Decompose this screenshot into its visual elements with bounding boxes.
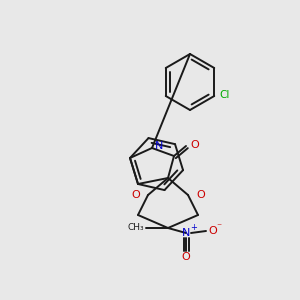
Text: N: N	[155, 141, 164, 151]
Text: O: O	[208, 226, 217, 236]
Text: +: +	[190, 224, 197, 232]
Text: ⁻: ⁻	[216, 222, 221, 232]
Text: CH₃: CH₃	[128, 224, 144, 232]
Text: Cl: Cl	[219, 90, 230, 100]
Text: O: O	[190, 140, 199, 150]
Text: O: O	[131, 190, 140, 200]
Text: O: O	[182, 252, 190, 262]
Text: N: N	[182, 228, 190, 238]
Text: O: O	[196, 190, 205, 200]
